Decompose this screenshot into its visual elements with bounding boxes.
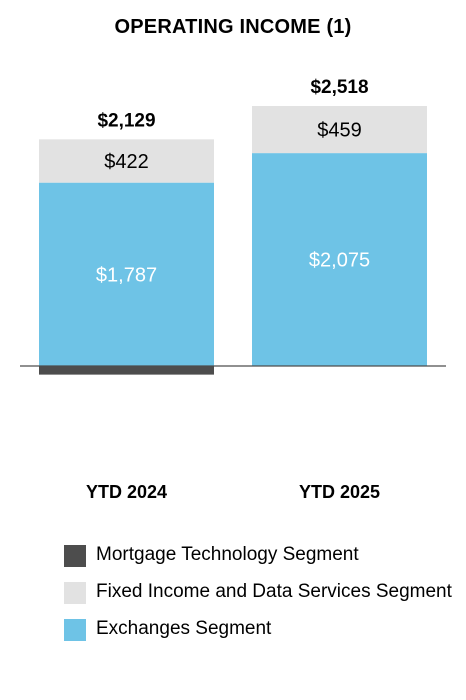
legend-item-exchanges: Exchanges Segment <box>64 616 454 641</box>
legend-item-fixed-income: Fixed Income and Data Services Segment <box>64 579 454 604</box>
legend-label-exchanges: Exchanges Segment <box>96 618 272 639</box>
data-label-fixed-income-1: $459 <box>317 120 362 142</box>
bar-fixed-income-0 <box>39 139 214 183</box>
category-label-1: YTD 2025 <box>299 482 380 502</box>
total-label-0: $2,129 <box>97 110 155 131</box>
legend-swatch-fixed-income <box>64 582 86 604</box>
legend-item-mortgage-technology: Mortgage Technology Segment <box>64 542 454 567</box>
bar-mortgage-technology-0 <box>39 366 214 375</box>
total-label-1: $2,518 <box>310 77 368 98</box>
legend-swatch-exchanges <box>64 619 86 641</box>
legend-label-fixed-income: Fixed Income and Data Services Segment <box>96 581 452 602</box>
data-label-exchanges-1: $2,075 <box>309 250 370 272</box>
bar-fixed-income-1 <box>252 106 427 154</box>
category-label-0: YTD 2024 <box>86 482 167 502</box>
chart-title: OPERATING INCOME (1) <box>114 16 352 38</box>
bar-exchanges-1 <box>252 153 427 366</box>
data-label-exchanges-0: $1,787 <box>96 264 157 286</box>
data-label-fixed-income-0: $422 <box>104 151 149 173</box>
bar-exchanges-0 <box>39 182 214 366</box>
chart-legend: Mortgage Technology Segment Fixed Income… <box>64 542 454 653</box>
legend-label-mortgage-technology: Mortgage Technology Segment <box>96 544 359 565</box>
legend-swatch-mortgage-technology <box>64 545 86 567</box>
